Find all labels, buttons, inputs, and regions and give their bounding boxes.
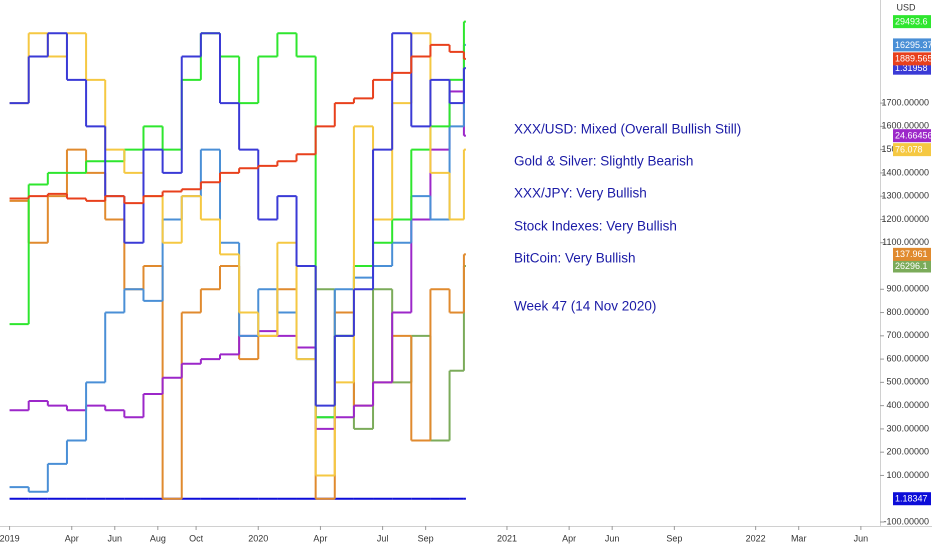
price-tag-label: 137.961	[895, 249, 928, 259]
y-tick-label: 1600.00000	[881, 121, 929, 131]
y-tick-label: 1300.00000	[881, 191, 929, 201]
axes: -100.00000 100.00000 200.00000 300.00000 400…	[0, 15, 932, 543]
y-tick-label: 500.00000	[886, 377, 929, 387]
y-tick-label: 400.00000	[886, 400, 929, 410]
x-tick-label: Jul	[377, 533, 389, 543]
x-tick-label: Apr	[562, 533, 576, 543]
price-tag	[893, 129, 931, 143]
y-tick-label: 700.00000	[886, 330, 929, 340]
plot-area	[9, 20, 466, 500]
price-tag	[893, 15, 931, 29]
price-tag-label: 24.66456	[895, 131, 932, 141]
price-tag	[893, 52, 931, 66]
y-tick-label: 600.00000	[886, 353, 929, 363]
x-tick-label: 2020	[248, 533, 268, 543]
y-tick-label: 1700.00000	[881, 97, 929, 107]
series	[9, 32, 466, 407]
annotation: Gold & Silver: Slightly Bearish	[514, 154, 693, 169]
price-tag	[893, 38, 931, 52]
price-tag-label: 76.078	[895, 145, 923, 155]
y-tick-label: 800.00000	[886, 307, 929, 317]
annotation: Week 47 (14 Nov 2020)	[514, 299, 656, 314]
price-tag	[893, 259, 931, 273]
annotations: XXX/USD: Mixed (Overall Bullish Still) Go…	[514, 122, 741, 314]
price-tag-label: 1.31958	[895, 63, 928, 73]
annotation: Stock Indexes: Very Bullish	[514, 219, 677, 234]
annotation: XXX/USD: Mixed (Overall Bullish Still)	[514, 122, 741, 137]
x-tick-label: Apr	[313, 533, 327, 543]
x-tick-label: Mar	[791, 533, 807, 543]
y-tick-label: -100.00000	[883, 516, 929, 526]
x-tick-label: Jun	[108, 533, 123, 543]
price-tag	[893, 143, 931, 157]
annotation: BitCoin: Very Bullish	[514, 251, 636, 266]
price-tag-label: 29493.6	[895, 17, 928, 27]
x-tick-label: Apr	[65, 533, 79, 543]
x-tick-label: Sep	[666, 533, 682, 543]
x-tick-label: 2021	[497, 533, 517, 543]
price-tag	[893, 247, 931, 261]
y-tick-label: 100.00000	[886, 470, 929, 480]
y-tick-label: 1400.00000	[881, 167, 929, 177]
x-tick-label: Jun	[854, 533, 869, 543]
x-tick-label: Oct	[189, 533, 204, 543]
x-tick-label: Aug	[150, 533, 166, 543]
x-tick-label: 2019	[0, 533, 20, 543]
price-tag-label: 1.18347	[895, 494, 928, 504]
x-tick-label: Sep	[418, 533, 434, 543]
axis-unit: USD	[896, 2, 916, 12]
price-tag-label: 16295.37	[895, 40, 932, 50]
price-tag-label: 26296.1	[895, 261, 928, 271]
y-tick-label: 1200.00000	[881, 214, 929, 224]
series	[9, 43, 466, 205]
annotation: XXX/JPY: Very Bullish	[514, 186, 647, 201]
price-tag	[893, 492, 931, 506]
y-tick-label: 1100.00000	[882, 237, 929, 247]
y-tick-label: 900.00000	[886, 284, 929, 294]
x-tick-label: 2022	[746, 533, 766, 543]
x-tick-label: Jun	[605, 533, 620, 543]
y-tick-label: 300.00000	[886, 423, 929, 433]
price-tag-label: 1889.56500	[895, 54, 932, 64]
y-tick-label: 200.00000	[886, 447, 929, 457]
